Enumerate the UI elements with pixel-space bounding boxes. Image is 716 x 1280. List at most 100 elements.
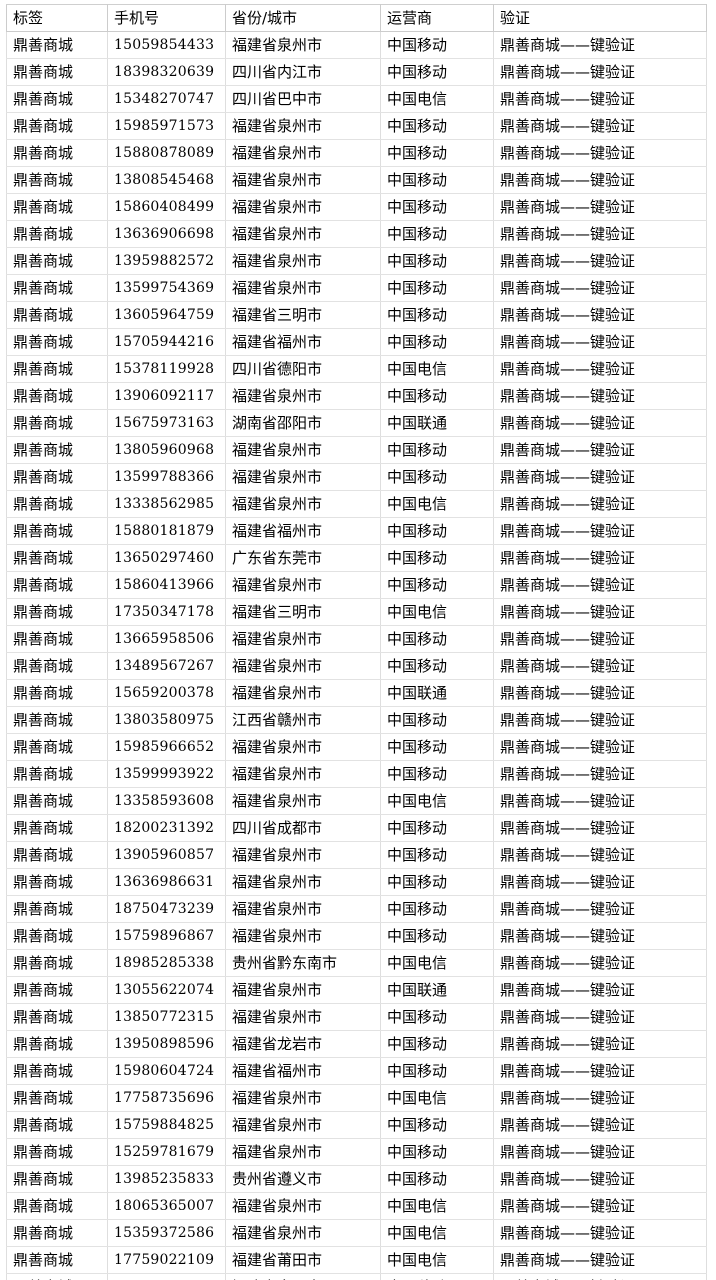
cell-verify[interactable]: 鼎善商城——键验证 [493, 112, 707, 140]
cell-tag[interactable]: 鼎善商城 [6, 274, 108, 302]
cell-tag[interactable]: 鼎善商城 [6, 1138, 108, 1166]
table-row[interactable]: 鼎善商城 15860408499 福建省泉州市 中国移动 鼎善商城——键验证 [6, 193, 707, 221]
cell-verify[interactable]: 鼎善商城——键验证 [493, 328, 707, 356]
cell-carrier[interactable]: 中国移动 [380, 760, 494, 788]
cell-verify[interactable]: 鼎善商城——键验证 [493, 814, 707, 842]
cell-carrier[interactable]: 中国移动 [380, 112, 494, 140]
cell-phone[interactable]: 13599993922 [107, 760, 226, 788]
cell-region[interactable]: 福建省龙岩市 [225, 1030, 381, 1058]
cell-tag[interactable]: 鼎善商城 [6, 301, 108, 329]
cell-verify[interactable]: 鼎善商城——键验证 [493, 679, 707, 707]
cell-tag[interactable]: 鼎善商城 [6, 517, 108, 545]
cell-phone[interactable]: 13905960857 [107, 841, 226, 869]
cell-tag[interactable]: 鼎善商城 [6, 976, 108, 1004]
table-row[interactable]: 鼎善商城 13805960968 福建省泉州市 中国移动 鼎善商城——键验证 [6, 436, 707, 464]
table-row[interactable]: 鼎善商城 17758735696 福建省泉州市 中国电信 鼎善商城——键验证 [6, 1084, 707, 1112]
cell-tag[interactable]: 鼎善商城 [6, 1165, 108, 1193]
cell-region[interactable]: 贵州省遵义市 [225, 1165, 381, 1193]
cell-verify[interactable]: 鼎善商城——键验证 [493, 31, 707, 59]
table-row[interactable]: 鼎善商城 13358593608 福建省泉州市 中国电信 鼎善商城——键验证 [6, 787, 707, 815]
table-row[interactable]: 鼎善商城 13636986631 福建省泉州市 中国移动 鼎善商城——键验证 [6, 868, 707, 896]
table-row[interactable]: 鼎善商城 13850772315 福建省泉州市 中国移动 鼎善商城——键验证 [6, 1003, 707, 1031]
cell-region[interactable]: 福建省泉州市 [225, 220, 381, 248]
cell-tag[interactable]: 鼎善商城 [6, 490, 108, 518]
cell-tag[interactable]: 鼎善商城 [6, 1273, 108, 1280]
cell-tag[interactable]: 鼎善商城 [6, 814, 108, 842]
cell-region[interactable]: 福建省泉州市 [225, 679, 381, 707]
cell-carrier[interactable]: 中国移动 [380, 193, 494, 221]
cell-phone[interactable]: 17350347178 [107, 598, 226, 626]
cell-verify[interactable]: 鼎善商城——键验证 [493, 571, 707, 599]
cell-tag[interactable]: 鼎善商城 [6, 679, 108, 707]
cell-carrier[interactable]: 中国移动 [380, 1003, 494, 1031]
table-row[interactable]: 鼎善商城 13906092117 福建省泉州市 中国移动 鼎善商城——键验证 [6, 382, 707, 410]
cell-phone[interactable]: 15880181879 [107, 517, 226, 545]
cell-region[interactable]: 福建省福州市 [225, 517, 381, 545]
table-row[interactable]: 鼎善商城 13599993922 福建省泉州市 中国移动 鼎善商城——键验证 [6, 760, 707, 788]
cell-verify[interactable]: 鼎善商城——键验证 [493, 58, 707, 86]
cell-region[interactable]: 福建省三明市 [225, 301, 381, 329]
cell-carrier[interactable]: 中国电信 [380, 787, 494, 815]
cell-verify[interactable]: 鼎善商城——键验证 [493, 544, 707, 572]
cell-carrier[interactable]: 中国移动 [380, 544, 494, 572]
cell-region[interactable]: 福建省泉州市 [225, 625, 381, 653]
cell-tag[interactable]: 鼎善商城 [6, 463, 108, 491]
cell-tag[interactable]: 鼎善商城 [6, 733, 108, 761]
table-row[interactable]: 鼎善商城 18065365007 福建省泉州市 中国电信 鼎善商城——键验证 [6, 1192, 707, 1220]
cell-tag[interactable]: 鼎善商城 [6, 571, 108, 599]
cell-phone[interactable]: 15985971573 [107, 112, 226, 140]
cell-carrier[interactable]: 中国移动 [380, 1165, 494, 1193]
cell-verify[interactable]: 鼎善商城——键验证 [493, 409, 707, 437]
cell-phone[interactable]: 18200231392 [107, 814, 226, 842]
cell-verify[interactable]: 鼎善商城——键验证 [493, 166, 707, 194]
cell-verify[interactable]: 鼎善商城——键验证 [493, 355, 707, 383]
cell-verify[interactable]: 鼎善商城——键验证 [493, 868, 707, 896]
cell-region[interactable]: 福建省泉州市 [225, 652, 381, 680]
cell-region[interactable]: 福建省泉州市 [225, 463, 381, 491]
cell-tag[interactable]: 鼎善商城 [6, 436, 108, 464]
cell-tag[interactable]: 鼎善商城 [6, 1003, 108, 1031]
table-row[interactable]: 鼎善商城 15359372586 福建省泉州市 中国电信 鼎善商城——键验证 [6, 1219, 707, 1247]
cell-verify[interactable]: 鼎善商城——键验证 [493, 733, 707, 761]
cell-region[interactable]: 福建省莆田市 [225, 1246, 381, 1274]
cell-carrier[interactable]: 中国移动 [380, 382, 494, 410]
cell-carrier[interactable]: 中国联通 [380, 409, 494, 437]
cell-verify[interactable]: 鼎善商城——键验证 [493, 625, 707, 653]
cell-region[interactable]: 福建省泉州市 [225, 922, 381, 950]
table-row[interactable]: 鼎善商城 15880181879 福建省福州市 中国移动 鼎善商城——键验证 [6, 517, 707, 545]
cell-carrier[interactable]: 中国移动 [380, 274, 494, 302]
cell-tag[interactable]: 鼎善商城 [6, 625, 108, 653]
cell-tag[interactable]: 鼎善商城 [6, 166, 108, 194]
cell-verify[interactable]: 鼎善商城——键验证 [493, 976, 707, 1004]
table-row[interactable]: 鼎善商城 13636906698 福建省泉州市 中国移动 鼎善商城——键验证 [6, 220, 707, 248]
cell-region[interactable]: 福建省泉州市 [225, 112, 381, 140]
cell-tag[interactable]: 鼎善商城 [6, 895, 108, 923]
cell-carrier[interactable]: 中国移动 [380, 1057, 494, 1085]
cell-region[interactable]: 福建省泉州市 [225, 1192, 381, 1220]
cell-region[interactable]: 福建省泉州市 [225, 868, 381, 896]
cell-verify[interactable]: 鼎善商城——键验证 [493, 1084, 707, 1112]
table-row[interactable]: 鼎善商城 18985285338 贵州省黔东南市 中国电信 鼎善商城——键验证 [6, 949, 707, 977]
cell-carrier[interactable]: 中国移动 [380, 1030, 494, 1058]
cell-verify[interactable]: 鼎善商城——键验证 [493, 139, 707, 167]
cell-verify[interactable]: 鼎善商城——键验证 [493, 841, 707, 869]
cell-verify[interactable]: 鼎善商城——键验证 [493, 787, 707, 815]
table-row[interactable]: 鼎善商城 13985235833 贵州省遵义市 中国移动 鼎善商城——键验证 [6, 1165, 707, 1193]
cell-verify[interactable]: 鼎善商城——键验证 [493, 301, 707, 329]
cell-verify[interactable]: 鼎善商城——键验证 [493, 463, 707, 491]
cell-region[interactable]: 福建省泉州市 [225, 1111, 381, 1139]
cell-tag[interactable]: 鼎善商城 [6, 922, 108, 950]
cell-carrier[interactable]: 中国移动 [380, 247, 494, 275]
cell-verify[interactable]: 鼎善商城——键验证 [493, 1192, 707, 1220]
cell-verify[interactable]: 鼎善商城——键验证 [493, 652, 707, 680]
cell-tag[interactable]: 鼎善商城 [6, 841, 108, 869]
cell-verify[interactable]: 鼎善商城——键验证 [493, 274, 707, 302]
cell-phone[interactable]: 13803580975 [107, 706, 226, 734]
cell-verify[interactable]: 鼎善商城——键验证 [493, 247, 707, 275]
cell-verify[interactable]: 鼎善商城——键验证 [493, 949, 707, 977]
cell-verify[interactable]: 鼎善商城——键验证 [493, 490, 707, 518]
table-row[interactable]: 鼎善商城 18398320639 四川省内江市 中国移动 鼎善商城——键验证 [6, 58, 707, 86]
table-row[interactable]: 鼎善商城13960291005福建省泉州市中国移动鼎善商城——键验证 [6, 1273, 707, 1280]
cell-verify[interactable]: 鼎善商城——键验证 [493, 895, 707, 923]
cell-phone[interactable]: 13665958506 [107, 625, 226, 653]
